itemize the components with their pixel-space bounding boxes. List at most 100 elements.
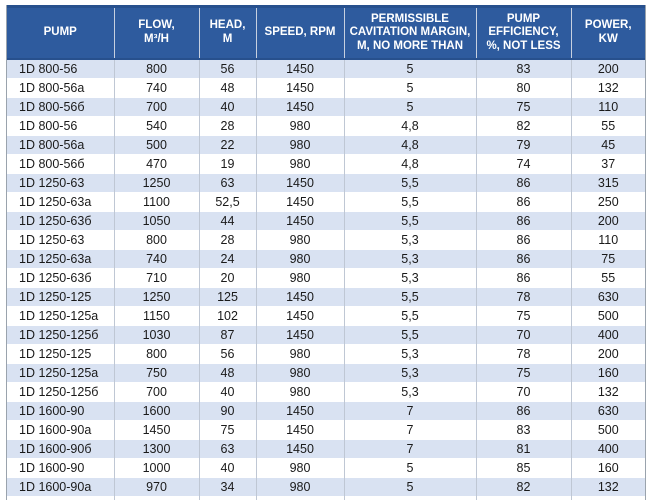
speed-cell: 980 — [255, 248, 344, 268]
table-row: 1D 1250-63 800 28 980 5,3 86 110 — [7, 229, 645, 249]
pump-name-cell: 1D 1600-90 — [7, 457, 114, 477]
pump-name-cell: 1D 800-56 — [7, 58, 114, 78]
speed-cell: 1450 — [255, 419, 344, 439]
power-cell: 400 — [570, 324, 645, 344]
head-cell: 22 — [198, 134, 256, 154]
power-cell: 110 — [570, 96, 645, 116]
pump-name-cell: 1D 1250-63б — [7, 267, 114, 287]
pump-name-cell: 1D 1250-63 — [7, 172, 114, 192]
speed-cell: 1450 — [255, 77, 344, 97]
table-row: 1D 1250-63a 1100 52,5 1450 5,5 86 250 — [7, 191, 645, 211]
speed-cell: 980 — [255, 229, 344, 249]
flow-cell: 470 — [113, 153, 199, 173]
power-cell: 55 — [570, 267, 645, 287]
flow-cell: 800 — [113, 229, 199, 249]
cavitation-margin-cell: 5,5 — [343, 191, 476, 211]
efficiency-cell: 86 — [475, 400, 571, 420]
efficiency-cell: 74 — [475, 153, 571, 173]
speed-cell: 1450 — [255, 438, 344, 458]
power-cell: 45 — [570, 134, 645, 154]
efficiency-cell: 83 — [475, 58, 571, 78]
head-cell: 63 — [198, 438, 256, 458]
power-cell: 500 — [570, 305, 645, 325]
head-cell: 87 — [198, 324, 256, 344]
cavitation-margin-cell: 5 — [343, 476, 476, 496]
flow-cell: 1250 — [113, 286, 199, 306]
table-row: 1D 800-56б 470 19 980 4,8 74 37 — [7, 153, 645, 173]
flow-cell: 500 — [113, 134, 199, 154]
pump-name-cell: 1D 1250-125a — [7, 305, 114, 325]
cavitation-margin-cell: 5,3 — [343, 343, 476, 363]
power-cell: 37 — [570, 153, 645, 173]
column-header-speed: SPEED, RPM — [255, 5, 344, 60]
table-row: 1D 1600-90a 970 34 980 5 82 132 — [7, 476, 645, 496]
cavitation-margin-cell: 5,5 — [343, 286, 476, 306]
efficiency-cell: 75 — [475, 96, 571, 116]
column-header-efficiency: PUMP EFFICIENCY, %, NOT LESS — [475, 5, 571, 60]
table-row: 1D 1600-90б87016980580110 — [7, 495, 645, 500]
cavitation-margin-cell: 5,3 — [343, 229, 476, 249]
pump-name-cell: 1D 1600-90a — [7, 476, 114, 496]
cavitation-margin-cell: 5 — [343, 457, 476, 477]
table-row: 1D 800-56б 700 40 1450 5 75 110 — [7, 96, 645, 116]
pump-name-cell: 1D 1600-90a — [7, 419, 114, 439]
efficiency-cell: 81 — [475, 438, 571, 458]
pump-name-cell: 1D 1250-63a — [7, 248, 114, 268]
head-cell: 16 — [198, 495, 256, 500]
head-cell: 48 — [198, 77, 256, 97]
head-cell: 63 — [198, 172, 256, 192]
pump-name-cell: 1D 800-56б — [7, 153, 114, 173]
flow-cell: 740 — [113, 248, 199, 268]
cavitation-margin-cell: 5,3 — [343, 381, 476, 401]
column-header-flow: FLOW, M³/H — [113, 5, 199, 60]
flow-cell: 1250 — [113, 172, 199, 192]
flow-cell: 1300 — [113, 438, 199, 458]
head-cell: 24 — [198, 248, 256, 268]
head-cell: 40 — [198, 96, 256, 116]
efficiency-cell: 86 — [475, 229, 571, 249]
pump-name-cell: 1D 800-56a — [7, 134, 114, 154]
table-row: 1D 800-56a 740 48 1450 5 80 132 — [7, 77, 645, 97]
cavitation-margin-cell: 5,5 — [343, 324, 476, 344]
cavitation-margin-cell: 5 — [343, 96, 476, 116]
power-cell: 630 — [570, 286, 645, 306]
table-row: 1D 1600-90б 1300 63 1450 7 81 400 — [7, 438, 645, 458]
efficiency-cell: 78 — [475, 343, 571, 363]
flow-cell: 970 — [113, 476, 199, 496]
head-cell: 28 — [198, 115, 256, 135]
flow-cell: 540 — [113, 115, 199, 135]
efficiency-cell: 86 — [475, 172, 571, 192]
efficiency-cell: 75 — [475, 362, 571, 382]
flow-cell: 1450 — [113, 419, 199, 439]
efficiency-cell: 78 — [475, 286, 571, 306]
power-cell: 110 — [570, 229, 645, 249]
head-cell: 102 — [198, 305, 256, 325]
head-cell: 34 — [198, 476, 256, 496]
flow-cell: 710 — [113, 267, 199, 287]
column-header-cavitation: PERMISSIBLE CAVITATION MARGIN, M, NO MOR… — [343, 5, 476, 60]
cavitation-margin-cell: 5,5 — [343, 172, 476, 192]
flow-cell: 870 — [113, 495, 199, 500]
cavitation-margin-cell: 5 — [343, 77, 476, 97]
table-row: 1D 800-56a 500 22 980 4,8 79 45 — [7, 134, 645, 154]
pump-name-cell: 1D 1250-125 — [7, 286, 114, 306]
flow-cell: 1000 — [113, 457, 199, 477]
flow-cell: 700 — [113, 381, 199, 401]
efficiency-cell: 70 — [475, 324, 571, 344]
flow-cell: 1150 — [113, 305, 199, 325]
efficiency-cell: 80 — [475, 77, 571, 97]
head-cell: 44 — [198, 210, 256, 230]
power-cell: 200 — [570, 58, 645, 78]
pump-spec-table-container: PUMP FLOW, M³/H HEAD, M SPEED, RPM PERMI… — [6, 5, 646, 500]
power-cell: 250 — [570, 191, 645, 211]
power-cell: 200 — [570, 343, 645, 363]
flow-cell: 740 — [113, 77, 199, 97]
speed-cell: 980 — [255, 153, 344, 173]
head-cell: 28 — [198, 229, 256, 249]
pump-spec-table: PUMP FLOW, M³/H HEAD, M SPEED, RPM PERMI… — [7, 5, 645, 500]
cavitation-margin-cell: 7 — [343, 400, 476, 420]
power-cell: 132 — [570, 77, 645, 97]
efficiency-cell: 86 — [475, 267, 571, 287]
power-cell: 75 — [570, 248, 645, 268]
table-row: 1D 1250-63a 740 24 980 5,3 86 75 — [7, 248, 645, 268]
